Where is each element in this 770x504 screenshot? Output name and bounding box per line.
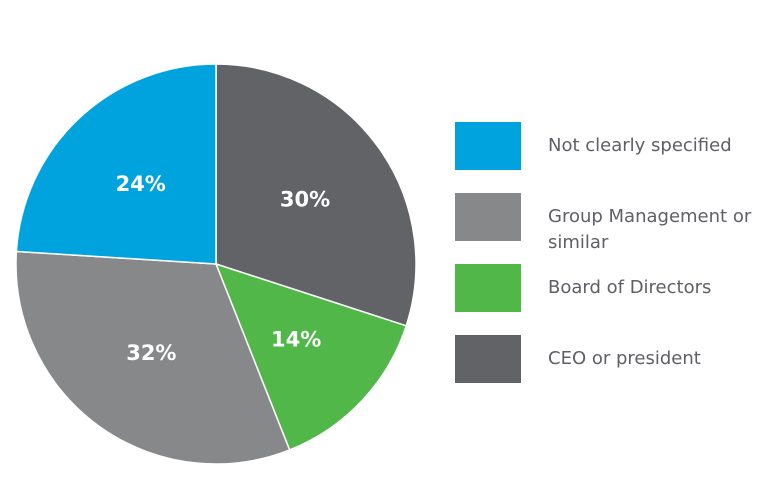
legend-swatch-board-of-directors	[455, 264, 521, 312]
legend-label-board-of-directors: Board of Directors	[548, 277, 712, 298]
legend-item-not-clearly-specified: Not clearly specified	[455, 122, 767, 170]
legend-item-group-management: Group Management or similar	[455, 193, 767, 253]
legend-swatch-ceo-or-president	[455, 335, 521, 383]
pie-slice-not-clearly-specified	[15, 63, 217, 265]
legend-swatch-not-clearly-specified	[455, 122, 521, 170]
legend-label-not-clearly-specified: Not clearly specified	[548, 135, 732, 156]
pie-value-label-not-clearly-specified: 24%	[116, 172, 166, 196]
pie-slice-board-of-directors	[214, 262, 408, 451]
legend-label-ceo-or-president: CEO or president	[548, 348, 701, 369]
pie-slices	[15, 63, 417, 465]
pie-slice-ceo-or-president	[215, 63, 417, 327]
pie-value-label-board-of-directors: 14%	[271, 327, 321, 351]
legend-label-group-management: Group Management or similar	[548, 206, 752, 253]
pie-slice-group-management-or-similar	[15, 250, 291, 465]
legend-swatch-group-management	[455, 193, 521, 241]
pie-value-labels: 30% 14% 32% 24%	[116, 172, 331, 365]
pie-chart: 30% 14% 32% 24%	[15, 63, 417, 465]
pie-value-label-ceo-or-president: 30%	[280, 187, 330, 211]
pie-value-label-group-management-or-similar: 32%	[126, 341, 176, 365]
legend-item-board-of-directors: Board of Directors	[455, 264, 767, 312]
chart-legend: Not clearly specified Group Management o…	[455, 122, 767, 406]
legend-item-ceo-or-president: CEO or president	[455, 335, 767, 383]
